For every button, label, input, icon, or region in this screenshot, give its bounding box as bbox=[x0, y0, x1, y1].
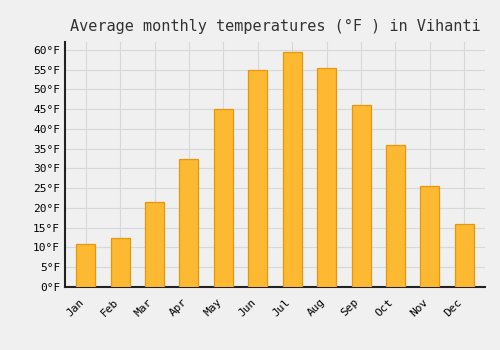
Bar bbox=[386, 145, 405, 287]
Title: Average monthly temperatures (°F ) in Vihanti: Average monthly temperatures (°F ) in Vi… bbox=[70, 19, 480, 34]
Bar bbox=[110, 238, 130, 287]
Bar bbox=[282, 52, 302, 287]
Bar bbox=[214, 109, 233, 287]
Bar bbox=[145, 202, 164, 287]
Bar bbox=[180, 159, 199, 287]
Bar bbox=[76, 244, 95, 287]
Bar bbox=[420, 186, 440, 287]
Bar bbox=[352, 105, 370, 287]
Bar bbox=[455, 224, 474, 287]
Bar bbox=[248, 70, 268, 287]
Bar bbox=[317, 68, 336, 287]
